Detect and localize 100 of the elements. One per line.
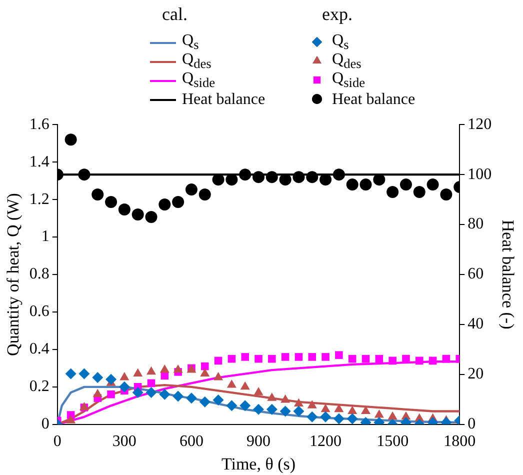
point [107,390,115,398]
point [252,171,264,184]
point [348,354,356,363]
point [266,171,278,184]
x-tick-label: 1200 [310,433,342,450]
point [159,388,170,400]
point [92,372,104,384]
point [281,353,290,361]
y2-tick-label: 80 [468,216,484,233]
point [400,178,412,191]
y-tick-label: 0.8 [29,266,50,283]
point [333,413,344,424]
x-tick-label: 0 [53,433,62,450]
point [145,211,158,224]
point [442,354,450,363]
point [212,394,224,406]
point [388,411,398,420]
y2-tick-label: 0 [468,416,476,433]
point [186,392,197,404]
point [226,380,236,388]
legend-label: Q$_{side}$ [332,70,366,92]
point [415,356,424,365]
point [294,398,304,407]
point [254,354,262,363]
y2-tick-label: 60 [468,266,484,283]
y2-tick-label: 20 [468,366,484,383]
y2-tick-label: 100 [468,166,492,183]
point [386,186,399,198]
point [146,366,156,375]
point [346,413,358,424]
point [214,356,222,365]
point [118,381,130,392]
y-tick-label: 1.4 [29,153,50,170]
point [172,196,184,208]
y-tick-label: 0.4 [29,340,50,358]
text: cal. [162,4,188,25]
point [266,404,278,415]
legend-label: Q$_{side}$ [182,70,216,92]
point [280,406,291,417]
point [306,171,318,184]
point [214,372,224,380]
point [335,351,343,359]
point [268,354,276,363]
point [92,188,104,201]
point [375,354,384,363]
point [147,379,156,388]
point [292,171,305,184]
point [362,354,370,363]
point [133,368,143,377]
x-tick-label: 900 [246,433,270,450]
point [308,353,316,361]
point [253,404,264,415]
x-tick-label: 1500 [376,433,409,450]
point [228,354,236,363]
point [426,178,439,191]
legend-label: Heat balance [182,90,266,108]
point [280,394,290,403]
y-axis-title: Quantity of heat, Q (W) [4,193,23,356]
legend-label: Q$_{des}$ [332,50,362,72]
point [322,353,330,361]
legend-label: Heat balance [332,90,416,108]
point [173,364,183,373]
point [65,368,76,380]
point [106,374,117,385]
point [346,178,358,191]
point [66,415,76,424]
point [92,388,102,398]
point [199,396,210,408]
point [402,354,410,363]
point [320,411,332,422]
x-tick-label: 300 [112,433,136,450]
x-tick-label: 1800 [444,433,476,450]
y2-tick-label: 40 [468,316,484,333]
point [64,134,77,146]
point [241,353,249,361]
point [332,168,345,181]
y-tick-label: 0 [41,416,50,433]
y-tick-label: 1 [41,228,50,246]
point [440,188,452,201]
point [294,353,303,361]
point [267,392,277,401]
y-tick-label: 1.6 [29,116,50,133]
text: exp. [322,4,354,25]
y-tick-label: 0.2 [29,378,50,396]
legend-label: Q$_{des}$ [182,50,212,72]
point [172,390,184,402]
point [240,400,251,412]
point [185,184,198,196]
point [105,196,118,208]
x-tick-label: 600 [179,433,204,450]
point [360,178,372,191]
point [226,400,238,412]
point [320,404,330,412]
point [78,368,90,380]
point [388,356,396,365]
y-tick-label: 1.2 [29,190,50,208]
point [413,186,426,198]
point [146,387,157,398]
point [254,387,264,396]
point [78,168,90,181]
